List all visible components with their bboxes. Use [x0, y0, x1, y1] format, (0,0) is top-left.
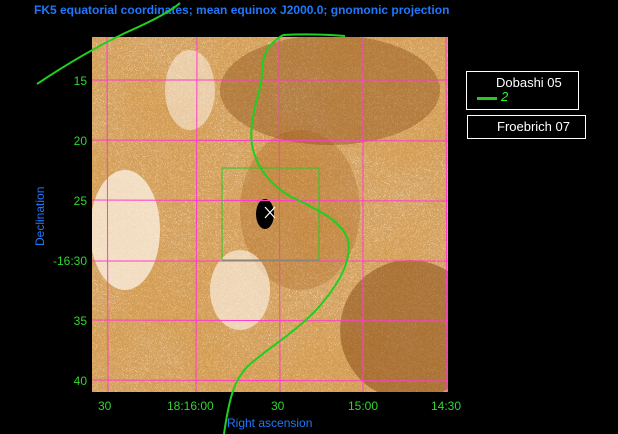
legend-value: 2 [501, 89, 509, 104]
legend-froebrich: Froebrich 07 [467, 115, 586, 139]
y-axis-title: Declination [33, 187, 47, 246]
coordinate-grid [91, 36, 449, 393]
legend-label: Froebrich 07 [497, 119, 570, 134]
y-tick-label: 35 [74, 314, 88, 328]
y-tick-label: -16:30 [53, 254, 87, 268]
y-tick-label: 40 [74, 374, 88, 388]
legend-line-swatch [477, 97, 497, 100]
x-tick-label: 14:30 [431, 399, 461, 413]
y-tick-label: 20 [74, 134, 88, 148]
x-axis-title: Right ascension [227, 416, 312, 430]
y-tick-labels: 15 20 25 -16:30 35 40 [53, 74, 87, 388]
x-tick-label: 30 [98, 399, 112, 413]
froebrich-region [221, 167, 320, 261]
x-tick-labels: 30 18:16:00 30 15:00 14:30 [98, 399, 461, 413]
source-marker [264, 206, 276, 219]
y-tick-label: 25 [74, 194, 88, 208]
x-tick-label: 30 [271, 399, 285, 413]
legend-label: Dobashi 05 [496, 75, 562, 90]
dobashi-contour [36, 2, 350, 434]
legend-dobashi: Dobashi 05 2 [466, 71, 579, 110]
sky-image [92, 37, 448, 392]
y-tick-label: 15 [74, 74, 88, 88]
x-tick-label: 18:16:00 [167, 399, 214, 413]
x-tick-label: 15:00 [348, 399, 378, 413]
map-title: FK5 equatorial coordinates; mean equinox… [34, 3, 449, 17]
